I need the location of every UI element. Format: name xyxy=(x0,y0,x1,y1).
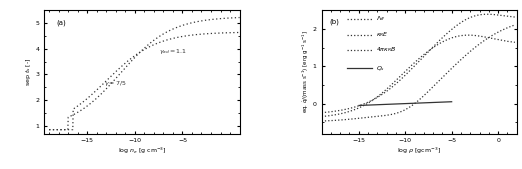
Y-axis label: eq. $\dot{q}$/(mass s$^{-1}$) [erg g$^{-1}$ s$^{-1}$]: eq. $\dot{q}$/(mass s$^{-1}$) [erg g$^{-… xyxy=(301,30,311,113)
X-axis label: log $n_e$ [g cm$^{-3}$]: log $n_e$ [g cm$^{-3}$] xyxy=(117,146,167,156)
Text: $\gamma_{ad} = 1.1$: $\gamma_{ad} = 1.1$ xyxy=(159,46,187,56)
Text: $\gamma = 7/5$: $\gamma = 7/5$ xyxy=(104,79,127,88)
Text: $\kappa_R E$: $\kappa_R E$ xyxy=(376,30,389,39)
Text: $Q_s$: $Q_s$ xyxy=(376,64,385,73)
X-axis label: log $\rho$ [gcm$^{-3}$]: log $\rho$ [gcm$^{-3}$] xyxy=(397,146,441,156)
Text: $\Lambda_{ff}$: $\Lambda_{ff}$ xyxy=(376,14,386,23)
Text: $4\pi\kappa_R B$: $4\pi\kappa_R B$ xyxy=(376,45,397,54)
Text: (a): (a) xyxy=(56,20,66,26)
Text: (b): (b) xyxy=(329,19,339,25)
Y-axis label: sep $t_s$ [-]: sep $t_s$ [-] xyxy=(23,57,33,86)
